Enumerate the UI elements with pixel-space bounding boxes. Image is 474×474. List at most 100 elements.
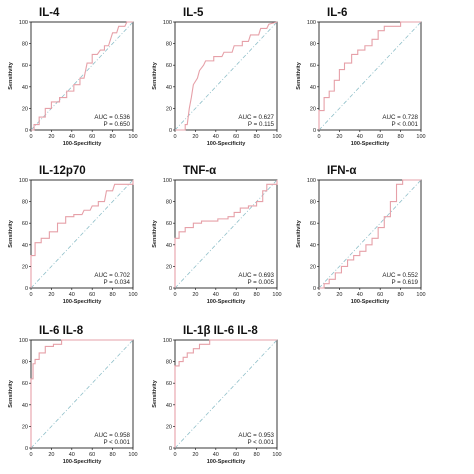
reference-line <box>30 339 134 449</box>
auc-annotation: AUC = 0.702 <box>94 272 130 279</box>
auc-annotation: AUC = 0.693 <box>238 272 274 279</box>
y-tick-label: 80 <box>310 200 316 206</box>
x-axis-label: 100-Specificity <box>351 299 390 305</box>
roc-panel-0: IL-4 00 20 20 40 40 60 60 80 80 100 100 100-Specific… <box>8 7 138 147</box>
x-tick-label: 0 <box>173 292 176 298</box>
y-axis-label: Sensitivity <box>8 219 14 247</box>
y-tick-label: 0 <box>25 286 28 292</box>
x-tick-label: 100 <box>272 134 281 140</box>
x-tick-label: 80 <box>110 452 116 458</box>
roc-curve <box>30 180 134 288</box>
x-tick-label: 0 <box>317 134 320 140</box>
x-tick-label: 40 <box>213 134 219 140</box>
x-tick-label: 40 <box>357 292 363 298</box>
y-tick-label: 0 <box>169 286 172 292</box>
x-tick-label: 40 <box>69 452 75 458</box>
x-tick-label: 80 <box>110 134 116 140</box>
y-tick-label: 20 <box>166 424 172 430</box>
y-tick-label: 0 <box>25 446 28 452</box>
x-tick-label: 80 <box>398 134 404 140</box>
auc-annotation: AUC = 0.536 <box>94 114 130 121</box>
y-tick-label: 40 <box>166 403 172 409</box>
reference-line <box>30 179 134 289</box>
x-tick-label: 80 <box>254 292 260 298</box>
reference-line <box>174 179 278 289</box>
reference-line <box>318 179 422 289</box>
y-tick-label: 60 <box>310 63 316 69</box>
panel-title: IFN-α <box>327 165 356 177</box>
y-tick-label: 0 <box>169 446 172 452</box>
y-tick-label: 100 <box>163 338 172 344</box>
y-tick-label: 100 <box>19 178 28 184</box>
reference-line <box>174 21 278 131</box>
x-tick-label: 100 <box>416 134 425 140</box>
y-axis-label: Sensitivity <box>8 61 14 89</box>
x-axis-label: 100-Specificity <box>207 299 246 305</box>
x-tick-label: 60 <box>233 134 239 140</box>
x-tick-label: 40 <box>213 292 219 298</box>
x-axis-label: 100-Specificity <box>351 141 390 147</box>
p-value-annotation: P < 0.001 <box>103 439 130 446</box>
y-tick-label: 40 <box>22 85 28 91</box>
y-tick-label: 100 <box>163 178 172 184</box>
panel-title: IL-6 IL-8 <box>39 325 84 337</box>
y-tick-label: 80 <box>166 42 172 48</box>
x-axis-label: 100-Specificity <box>207 141 246 147</box>
y-axis-label: Sensitivity <box>152 379 158 407</box>
y-tick-label: 100 <box>163 20 172 26</box>
p-value-annotation: P < 0.001 <box>391 121 418 128</box>
x-axis-label: 100-Specificity <box>63 141 102 147</box>
x-tick-label: 20 <box>336 134 342 140</box>
x-tick-label: 20 <box>48 134 54 140</box>
panel-title: IL-1β IL-6 IL-8 <box>183 325 258 337</box>
panel-title: IL-6 <box>327 7 347 19</box>
x-tick-label: 20 <box>192 134 198 140</box>
y-tick-label: 20 <box>22 264 28 270</box>
roc-curve <box>174 180 278 288</box>
y-tick-label: 60 <box>166 63 172 69</box>
y-axis-label: Sensitivity <box>8 379 14 407</box>
auc-annotation: AUC = 0.728 <box>382 114 418 121</box>
roc-curve <box>31 21 133 131</box>
roc-panel-5: IFN-α 00 20 20 40 40 60 60 80 80 100 100 100-Specifi… <box>296 165 426 305</box>
x-tick-label: 20 <box>192 292 198 298</box>
p-value-annotation: P = 0.005 <box>247 279 274 286</box>
auc-annotation: AUC = 0.552 <box>382 272 418 279</box>
x-tick-label: 0 <box>29 452 32 458</box>
x-tick-label: 40 <box>69 134 75 140</box>
auc-annotation: AUC = 0.958 <box>94 432 130 439</box>
reference-line <box>174 339 278 449</box>
x-tick-label: 40 <box>213 452 219 458</box>
y-axis-label: Sensitivity <box>152 61 158 89</box>
p-value-annotation: P < 0.001 <box>247 439 274 446</box>
roc-curve <box>319 179 421 289</box>
x-axis-label: 100-Specificity <box>207 459 246 465</box>
x-tick-label: 100 <box>128 452 137 458</box>
x-tick-label: 80 <box>254 452 260 458</box>
y-tick-label: 40 <box>166 85 172 91</box>
y-tick-label: 40 <box>310 243 316 249</box>
plot-frame <box>174 179 278 289</box>
y-tick-label: 40 <box>22 243 28 249</box>
p-value-annotation: P = 0.115 <box>248 121 275 128</box>
y-tick-label: 40 <box>22 403 28 409</box>
x-tick-label: 0 <box>173 452 176 458</box>
x-tick-label: 60 <box>233 452 239 458</box>
x-tick-label: 100 <box>128 292 137 298</box>
y-tick-label: 20 <box>310 264 316 270</box>
roc-panel-3: IL-12p70 00 20 20 40 40 60 60 80 80 100 100 100-Spec… <box>8 165 138 305</box>
plot-frame <box>30 179 134 289</box>
y-tick-label: 100 <box>307 20 316 26</box>
x-tick-label: 60 <box>89 452 95 458</box>
y-tick-label: 80 <box>166 360 172 366</box>
y-tick-label: 80 <box>166 200 172 206</box>
y-tick-label: 60 <box>310 221 316 227</box>
panel-title: TNF-α <box>183 165 216 177</box>
y-tick-label: 0 <box>313 286 316 292</box>
y-axis-label: Sensitivity <box>152 219 158 247</box>
y-tick-label: 60 <box>22 221 28 227</box>
roc-panel-4: TNF-α 00 20 20 40 40 60 60 80 80 100 100 100-Specifi… <box>152 165 282 305</box>
x-tick-label: 80 <box>110 292 116 298</box>
y-tick-label: 80 <box>22 42 28 48</box>
y-tick-label: 100 <box>19 20 28 26</box>
